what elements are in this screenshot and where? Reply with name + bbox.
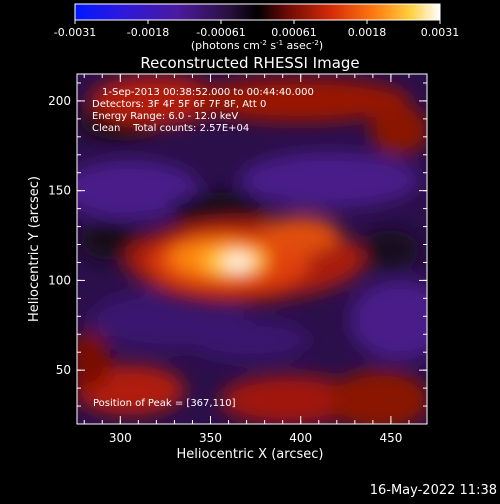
colorbar-tick-label: -0.00061 [196, 26, 245, 39]
y-tick-label: 50 [56, 363, 71, 377]
annotation-time-range: 1-Sep-2013 00:38:52.000 to 00:44:40.000 [102, 87, 314, 98]
annotation-energy-range: Energy Range: 6.0 - 12.0 keV [92, 111, 238, 122]
annotation-detectors: Detectors: 3F 4F 5F 6F 7F 8F, Att 0 [92, 99, 266, 110]
x-tick-label: 350 [199, 431, 222, 445]
heatmap-image [77, 74, 427, 424]
colorbar-tick-label: -0.0018 [127, 26, 169, 39]
x-tick-label: 400 [289, 431, 312, 445]
plot-frame: 300 350 400 450 50 100 150 200 [48, 73, 428, 445]
colorbar-ticks: -0.0031 -0.0018 -0.00061 0.00061 0.0018 0.003… [54, 20, 459, 39]
colorbar-gradient [74, 3, 441, 21]
x-axis-ticks: 300 350 400 450 [83, 74, 428, 445]
annotation-total-counts: Clean Total counts: 2.57E+04 [92, 123, 249, 134]
colorbar-tick-label: -0.0031 [54, 26, 96, 39]
x-tick-label: 450 [379, 431, 402, 445]
y-axis-ticks: 50 100 150 200 [48, 82, 427, 407]
y-tick-label: 100 [48, 273, 71, 287]
y-tick-label: 150 [48, 184, 71, 198]
annotation-peak-position: Position of Peak = [367,110] [93, 398, 236, 409]
colorbar-tick-label: 0.00061 [271, 26, 317, 39]
colorbar: -0.0031 -0.0018 -0.00061 0.00061 0.0018 0.003… [54, 3, 459, 52]
annotations: 1-Sep-2013 00:38:52.000 to 00:44:40.000 … [92, 87, 314, 409]
colorbar-tick-label: 0.0031 [421, 26, 460, 39]
footer-timestamp: 16-May-2022 11:38 [370, 483, 497, 498]
chart-title: Reconstructed RHESSI Image [140, 54, 359, 72]
y-tick-label: 200 [48, 94, 71, 108]
x-tick-label: 300 [109, 431, 132, 445]
x-axis-label: Heliocentric X (arcsec) [177, 447, 324, 462]
colorbar-units: (photons cm-2 s-1 asec-2) [191, 39, 323, 52]
y-axis-label: Heliocentric Y (arcsec) [27, 176, 42, 322]
colorbar-tick-label: 0.0018 [348, 26, 387, 39]
